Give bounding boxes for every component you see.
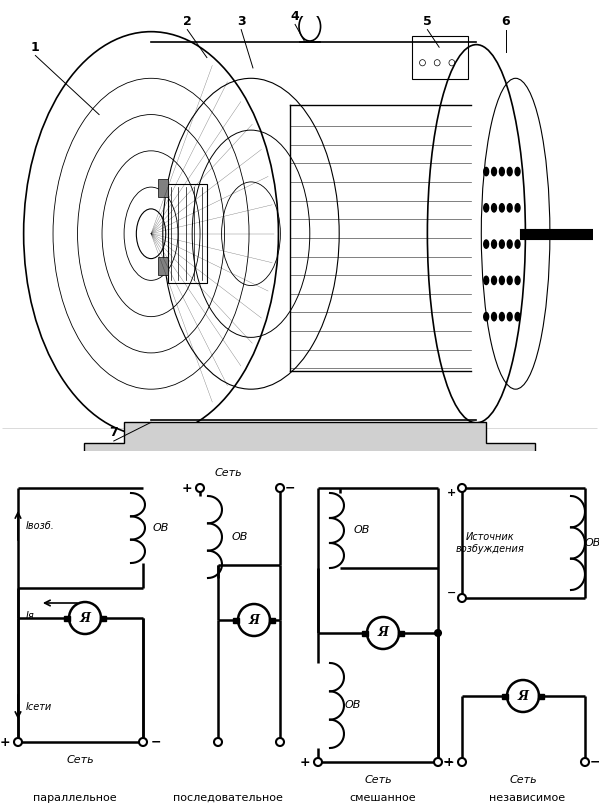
Text: смешанное: смешанное [350,793,416,803]
Ellipse shape [500,313,504,321]
Text: Сеть: Сеть [215,468,243,478]
Text: Сеть: Сеть [66,755,94,765]
Circle shape [458,484,466,492]
Text: Сеть: Сеть [509,775,537,785]
Bar [64,616,70,621]
FancyBboxPatch shape [353,454,404,471]
Ellipse shape [484,240,489,248]
Text: Я: Я [80,612,90,625]
Ellipse shape [492,240,497,248]
Bar [100,616,106,621]
Bar [233,617,239,622]
Ellipse shape [484,276,489,285]
Text: Источник
возбуждения: Источник возбуждения [456,532,524,554]
Ellipse shape [500,240,504,248]
Ellipse shape [507,204,512,212]
Circle shape [214,738,222,746]
Bar [158,179,168,197]
Text: 2: 2 [183,15,192,27]
Ellipse shape [515,313,520,321]
Text: 4: 4 [291,10,300,23]
Text: ОВ: ОВ [153,523,169,533]
Ellipse shape [507,168,512,176]
Ellipse shape [507,240,512,248]
Circle shape [139,738,147,746]
Ellipse shape [500,168,504,176]
Bar [269,617,275,622]
Text: −: − [590,755,599,768]
Bar [158,256,168,275]
Text: −: − [151,736,162,749]
Circle shape [458,758,466,766]
Ellipse shape [484,168,489,176]
Text: Iвозб.: Iвозб. [26,521,55,531]
Text: Я: Я [377,626,389,639]
Text: −: − [447,588,456,598]
Bar [168,184,207,284]
Circle shape [434,758,442,766]
Polygon shape [84,422,535,456]
Text: 1: 1 [31,41,40,54]
Text: ОВ: ОВ [345,700,361,710]
Circle shape [196,484,204,492]
Ellipse shape [500,204,504,212]
Ellipse shape [484,204,489,212]
Circle shape [238,604,270,636]
Text: Сеть: Сеть [364,775,392,785]
Text: Iя: Iя [26,611,35,621]
Bar [398,630,404,635]
Circle shape [69,602,101,634]
Ellipse shape [492,168,497,176]
Text: +: + [0,736,10,749]
Text: независимое: независимое [489,793,565,803]
Text: ОВ: ОВ [585,538,599,548]
Bar [362,630,368,635]
Ellipse shape [492,276,497,285]
Text: Я: Я [518,689,528,703]
Ellipse shape [507,276,512,285]
Ellipse shape [507,313,512,321]
Circle shape [14,738,22,746]
Text: +: + [181,481,192,495]
Circle shape [581,758,589,766]
FancyBboxPatch shape [157,454,208,471]
Text: ОВ: ОВ [354,525,370,535]
Circle shape [458,594,466,602]
Ellipse shape [500,276,504,285]
Text: +: + [447,488,456,498]
Text: +: + [443,755,454,768]
Circle shape [314,758,322,766]
Circle shape [276,484,284,492]
Text: +: + [300,755,310,768]
Bar [538,693,544,699]
Text: Я: Я [249,613,259,626]
Text: 3: 3 [237,15,246,27]
Text: −: − [285,481,295,495]
Circle shape [276,738,284,746]
Ellipse shape [492,313,497,321]
Text: параллельное: параллельное [33,793,117,803]
Ellipse shape [515,204,520,212]
Ellipse shape [492,204,497,212]
Circle shape [435,630,441,636]
Text: ОВ: ОВ [232,532,248,542]
Text: 6: 6 [501,15,510,27]
Text: −: − [443,755,453,768]
Ellipse shape [515,276,520,285]
Text: 5: 5 [423,15,432,27]
Circle shape [507,680,539,712]
Circle shape [367,617,399,649]
Text: Iсети: Iсети [26,702,52,712]
Ellipse shape [515,168,520,176]
Ellipse shape [515,240,520,248]
Text: последовательное: последовательное [173,793,283,803]
Ellipse shape [137,209,166,259]
Bar [502,693,508,699]
Text: 7: 7 [110,426,118,439]
Ellipse shape [484,313,489,321]
